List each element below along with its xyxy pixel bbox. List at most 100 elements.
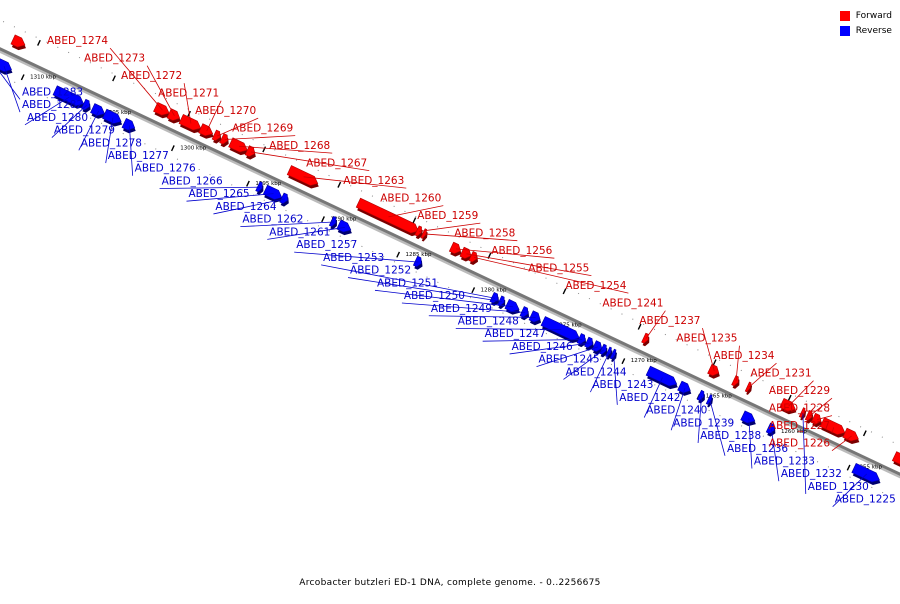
gene-label-ABED_1239: ABED_1239 [673, 417, 734, 429]
leader-line-ABED_1259 [419, 222, 481, 232]
gene-label-ABED_1251: ABED_1251 [377, 277, 438, 289]
gene-label-ABED_1225: ABED_1225 [835, 494, 896, 506]
gene-label-ABED_1245: ABED_1245 [539, 354, 600, 366]
legend: Forward Reverse [839, 8, 892, 38]
gene-arrow-ABED_1246 [584, 336, 594, 349]
gene-label-ABED_1228: ABED_1228 [769, 403, 830, 415]
gene-label-ABED_1258: ABED_1258 [454, 228, 515, 240]
gene-arrow-ABED_1233 [740, 410, 756, 424]
gene-label-ABED_1270: ABED_1270 [195, 105, 256, 117]
leader-line-ABED_1237 [702, 328, 715, 372]
leader-line-ABED_1253 [321, 264, 496, 299]
genome-caption: Arcobacter butzleri ED-1 DNA, complete g… [299, 578, 601, 588]
leader-line-ABED_1228 [817, 415, 833, 420]
gene-label-ABED_1262: ABED_1262 [242, 214, 303, 226]
gene-arrow-ABED_1281 [10, 34, 26, 48]
gene-arrow-ABED_1227 [819, 417, 846, 435]
scale-tick-label-1290: 1290 kbp [330, 216, 356, 222]
leader-line-ABED_1247 [482, 339, 583, 342]
gene-label-ABED_1260: ABED_1260 [380, 193, 441, 205]
gene-arrow-ABED_1228 [810, 412, 822, 425]
leader-line-ABED_1267 [250, 151, 370, 172]
gene-label-ABED_1273: ABED_1273 [84, 53, 145, 65]
leader-line-ABED_1255 [466, 253, 592, 277]
gene-arrow-ABED_1224 [891, 451, 900, 465]
scale-tick-label-1275: 1275 kbp [556, 323, 582, 329]
gene-arrow-ABED_1264 [279, 192, 289, 204]
leader-line-ABED_1250 [401, 302, 526, 313]
leader-line-ABED_1273 [146, 65, 175, 116]
legend-reverse: Reverse [839, 23, 892, 38]
gene-label-ABED_1282: ABED_1282 [22, 99, 83, 111]
scale-tick-label-1285: 1285 kbp [406, 252, 432, 258]
leader-line-ABED_1230 [802, 412, 807, 494]
gene-label-ABED_1252: ABED_1252 [350, 265, 411, 277]
gene-label-ABED_1274: ABED_1274 [47, 35, 108, 47]
gene-label-ABED_1279: ABED_1279 [54, 125, 115, 137]
gene-arrow-ABED_1242 [609, 348, 617, 360]
scale-tick-lower-1275 [562, 288, 567, 295]
scale-tick-label-1260: 1260 kbp [781, 429, 807, 435]
gene-arrow-ABED_1269 [219, 133, 229, 145]
gene-label-ABED_1249: ABED_1249 [431, 303, 492, 315]
gene-arrow-ABED_1276 [121, 117, 136, 131]
gene-label-ABED_1237: ABED_1237 [639, 315, 700, 327]
leader-line-ABED_1266 [159, 186, 261, 189]
scale-tick-1295 [246, 180, 250, 187]
leader-line-ABED_1241 [645, 310, 666, 339]
gene-label-ABED_1255: ABED_1255 [528, 263, 589, 275]
gene-label-ABED_1242: ABED_1242 [619, 392, 680, 404]
gene-label-ABED_1259: ABED_1259 [417, 210, 478, 222]
leader-line-ABED_1271 [206, 100, 222, 132]
gene-arrow-ABED_1256 [448, 241, 461, 254]
scale-tick-label-1310: 1310 kbp [30, 74, 56, 80]
leader-line-ABED_1236 [709, 399, 726, 456]
scale-tick-1255 [846, 464, 851, 471]
leader-line-ABED_1233 [748, 418, 753, 469]
gene-label-ABED_1235: ABED_1235 [676, 333, 737, 345]
gene-label-ABED_1246: ABED_1246 [512, 341, 573, 353]
leader-line-ABED_1252 [347, 277, 502, 302]
gene-label-ABED_1236: ABED_1236 [727, 443, 788, 455]
gene-label-ABED_1264: ABED_1264 [215, 201, 276, 213]
gene-label-ABED_1263: ABED_1263 [343, 175, 404, 187]
gene-label-ABED_1230: ABED_1230 [808, 481, 869, 493]
leader-line-ABED_1243 [590, 352, 610, 393]
scale-tick-label-1265: 1265 kbp [706, 394, 732, 400]
gene-label-ABED_1271: ABED_1271 [158, 88, 219, 100]
scale-tick-lower-1305 [112, 75, 116, 82]
scale-tick-1300 [170, 145, 175, 152]
gene-arrow-ABED_1280 [52, 85, 85, 107]
gene-arrow-ABED_1236 [705, 394, 713, 405]
leader-line-ABED_1260 [388, 205, 444, 218]
gene-label-ABED_1268: ABED_1268 [269, 140, 330, 152]
leader-line-ABED_1279 [51, 104, 87, 138]
gene-label-ABED_1265: ABED_1265 [188, 188, 249, 200]
gene-arrow-ABED_1265 [262, 184, 283, 200]
gene-label-ABED_1266: ABED_1266 [162, 175, 223, 187]
leader-line-ABED_1234 [748, 362, 777, 388]
gene-arrow-ABED_1238 [696, 389, 705, 401]
leader-line-ABED_1282 [3, 66, 21, 113]
leader-line-ABED_1226 [831, 435, 852, 451]
scale-tick-label-1305: 1305 kbp [105, 110, 131, 116]
gene-arrow-ABED_1271 [198, 123, 214, 137]
leader-line-ABED_1246 [509, 342, 590, 355]
gene-arrow-ABED_1239 [677, 380, 691, 394]
scale-tick-lower-1270 [637, 323, 642, 330]
scale-tick-1270 [621, 358, 626, 365]
gene-label-ABED_1261: ABED_1261 [269, 226, 330, 238]
gene-arrow-ABED_1260 [355, 197, 419, 234]
legend-forward: Forward [839, 8, 892, 23]
leader-line-ABED_1263 [303, 176, 407, 189]
gene-label-ABED_1248: ABED_1248 [458, 315, 519, 327]
leader-line-ABED_1240 [643, 377, 663, 418]
gene-label-ABED_1254: ABED_1254 [565, 280, 626, 292]
leader-line-ABED_1261 [267, 226, 345, 240]
gene-arrow-ABED_1230 [798, 407, 806, 418]
reverse-swatch [839, 25, 850, 36]
scale-tick-lower-1310 [37, 39, 41, 46]
leader-line-ABED_1245 [536, 346, 599, 368]
leader-line-ABED_1254 [473, 256, 629, 294]
